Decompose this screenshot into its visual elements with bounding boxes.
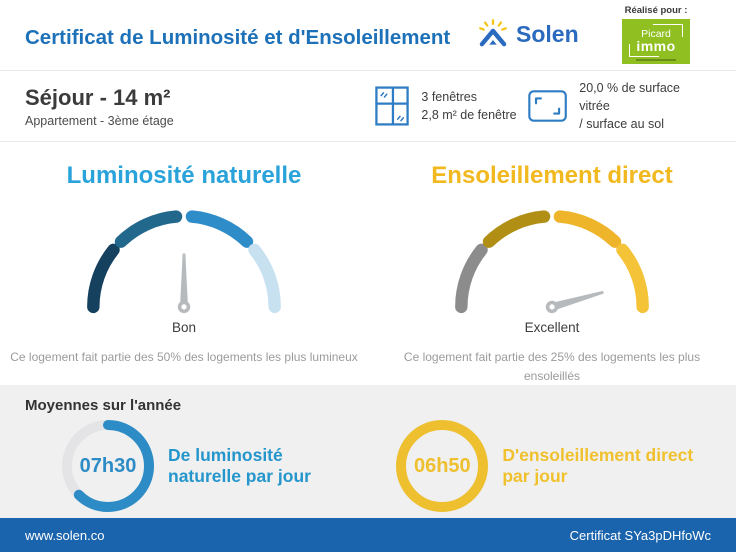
gauge-segment-2 [114, 210, 183, 248]
header: Certificat de Luminosité et d'Ensoleille… [0, 0, 736, 71]
sunshine-gauge-block: Ensoleillement direct Excellent C [368, 142, 736, 385]
luminosity-rating: Bon [171, 320, 197, 336]
daylight-hours-value: 07h30 [79, 454, 137, 477]
yearly-averages-section: Moyennes sur l'année 07h30 De luminosité… [0, 385, 736, 518]
sunshine-rating: Excellent [524, 320, 580, 336]
sunshine-average-item: 06h50 D'ensoleillement direct par jour [350, 420, 711, 512]
gauge-segment-4 [616, 243, 649, 314]
gauge-segment-3 [553, 210, 622, 248]
page-title: Certificat de Luminosité et d'Ensoleille… [25, 26, 451, 49]
gauge-segment-2 [482, 210, 551, 248]
logo-bracket-bottom-left [629, 44, 659, 57]
sunshine-ring-progress [396, 420, 489, 512]
glazing-ratio-suffix: / surface au sol [579, 117, 665, 132]
solen-logo: Solen [477, 19, 579, 49]
logo-baseline-strip [636, 59, 676, 61]
solen-house-sun-icon [479, 19, 507, 47]
luminosity-description: Ce logement fait partie des 50% des loge… [10, 350, 358, 365]
footer: www.solen.co Certificat SYa3pDHfoWc [0, 518, 736, 552]
footer-url: www.solen.co [25, 527, 105, 543]
gauge-segment-4 [248, 243, 281, 314]
gauge-needle [545, 290, 604, 314]
averages-row: 07h30 De luminosité naturelle par jour 0… [25, 420, 711, 512]
window-icon [375, 86, 410, 126]
room-info-bar: Séjour - 14 m² Appartement - 3ème étage … [0, 71, 736, 142]
room-subtitle: Appartement - 3ème étage [25, 113, 174, 128]
glazed-surface-icon [528, 90, 567, 122]
gauge-segment-1 [455, 243, 488, 314]
glazing-ratio: 20,0 % de surface vitrée [579, 80, 681, 113]
gauges-section: Luminosité naturelle Bon Ce logem [0, 142, 736, 385]
client-logo-line2: immo [636, 38, 676, 55]
gauge-needle [177, 253, 191, 314]
luminosity-title: Luminosité naturelle [66, 162, 302, 189]
daylight-ring-chart: 07h30 [62, 420, 154, 512]
sunshine-title: Ensoleillement direct [431, 162, 673, 189]
luminosity-gauge [87, 210, 281, 314]
glazing-text: 20,0 % de surface vitrée / surface au so… [579, 79, 711, 133]
sunshine-gauge [455, 210, 649, 314]
solen-brand-name: Solen [516, 20, 579, 47]
footer-certificate-id: Certificat SYa3pDHfoWc [569, 527, 711, 543]
gauge-segment-3 [185, 210, 254, 248]
sunshine-description: Ce logement fait partie des 25% des loge… [403, 350, 701, 383]
averages-heading: Moyennes sur l'année [25, 397, 182, 414]
daylight-ring-progress [62, 420, 154, 512]
sunshine-ring-chart: 06h50 [396, 420, 489, 512]
daylight-average-label: De luminosité naturelle par jour [168, 445, 311, 486]
daylight-ring-svg [62, 420, 154, 512]
glazing-info: 20,0 % de surface vitrée / surface au so… [528, 79, 711, 133]
luminosity-gauge-block: Luminosité naturelle Bon Ce logem [0, 142, 368, 385]
sunshine-ring-svg [396, 420, 489, 512]
daylight-average-item: 07h30 De luminosité naturelle par jour [25, 420, 350, 512]
client-block: Réalisé pour : Picard immo [622, 5, 690, 64]
picard-immo-logo: Picard immo [622, 19, 690, 64]
client-logo-line1: Picard [641, 27, 671, 40]
windows-count: 3 fenêtres [421, 89, 477, 104]
realise-pour-label: Réalisé pour : [624, 5, 688, 16]
room-identity: Séjour - 14 m² Appartement - 3ème étage [25, 85, 375, 128]
windows-area: 2,8 m² de fenêtre [421, 108, 517, 122]
windows-text: 3 fenêtres 2,8 m² de fenêtre [421, 88, 516, 124]
sunshine-average-label: D'ensoleillement direct par jour [502, 445, 694, 486]
room-title: Séjour - 14 m² [25, 84, 171, 110]
sunshine-hours-value: 06h50 [413, 454, 471, 477]
windows-info: 3 fenêtres 2,8 m² de fenêtre [375, 86, 524, 126]
logo-bracket-top-right [653, 24, 683, 37]
gauge-segment-1 [87, 243, 120, 314]
